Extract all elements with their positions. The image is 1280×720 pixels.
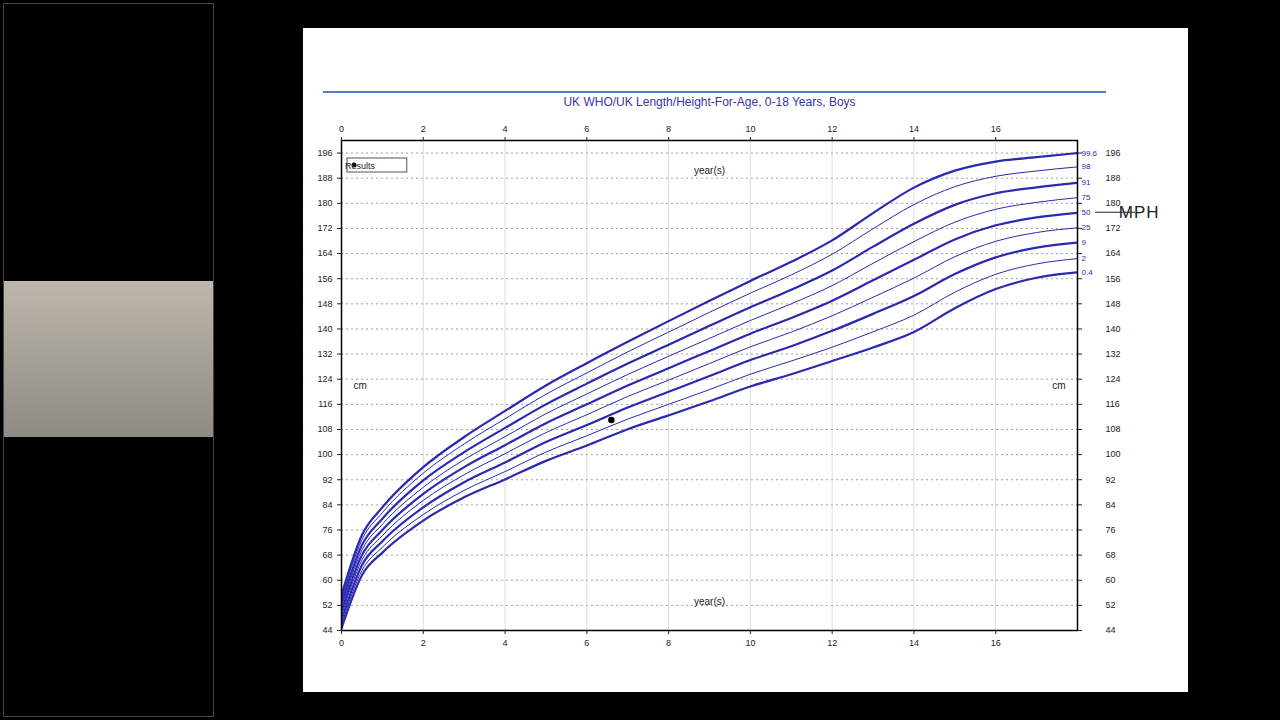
svg-text:140: 140 [317, 324, 332, 334]
svg-text:2: 2 [1082, 254, 1087, 263]
svg-text:84: 84 [1106, 500, 1116, 510]
svg-text:14: 14 [909, 124, 919, 134]
svg-text:132: 132 [317, 349, 332, 359]
svg-text:124: 124 [1106, 374, 1121, 384]
svg-text:75: 75 [1082, 193, 1091, 202]
svg-text:50: 50 [1082, 208, 1091, 217]
svg-text:84: 84 [322, 500, 332, 510]
svg-text:100: 100 [1106, 449, 1121, 459]
svg-text:91: 91 [1082, 178, 1091, 187]
svg-text:148: 148 [1106, 299, 1121, 309]
svg-text:Results: Results [345, 161, 376, 171]
svg-text:92: 92 [1106, 475, 1116, 485]
svg-text:156: 156 [317, 274, 332, 284]
svg-text:44: 44 [1106, 625, 1116, 635]
svg-text:2: 2 [421, 638, 426, 648]
svg-text:116: 116 [318, 399, 332, 409]
svg-text:76: 76 [1106, 525, 1116, 535]
svg-text:116: 116 [1106, 399, 1120, 409]
svg-text:60: 60 [1106, 575, 1116, 585]
svg-text:cm: cm [1052, 380, 1065, 391]
svg-text:156: 156 [1106, 274, 1121, 284]
svg-text:98: 98 [1082, 162, 1091, 171]
svg-text:0.4: 0.4 [1082, 268, 1094, 277]
svg-text:196: 196 [1106, 148, 1121, 158]
svg-text:108: 108 [1106, 424, 1121, 434]
svg-text:196: 196 [317, 148, 332, 158]
svg-text:92: 92 [322, 475, 332, 485]
svg-text:8: 8 [666, 124, 671, 134]
svg-text:124: 124 [317, 374, 332, 384]
svg-text:132: 132 [1106, 349, 1121, 359]
svg-text:188: 188 [1106, 173, 1121, 183]
svg-text:12: 12 [827, 124, 837, 134]
svg-text:6: 6 [584, 124, 589, 134]
svg-text:4: 4 [503, 638, 508, 648]
svg-text:year(s): year(s) [694, 596, 725, 607]
svg-text:180: 180 [317, 198, 332, 208]
svg-text:68: 68 [1106, 550, 1116, 560]
svg-text:172: 172 [1106, 223, 1121, 233]
svg-text:10: 10 [745, 638, 755, 648]
svg-text:76: 76 [322, 525, 332, 535]
svg-text:52: 52 [322, 600, 332, 610]
svg-text:164: 164 [1106, 248, 1121, 258]
svg-text:10: 10 [745, 124, 755, 134]
svg-text:16: 16 [991, 124, 1001, 134]
svg-text:140: 140 [1106, 324, 1121, 334]
svg-text:60: 60 [322, 575, 332, 585]
svg-text:108: 108 [317, 424, 332, 434]
svg-text:16: 16 [991, 638, 1001, 648]
svg-text:68: 68 [322, 550, 332, 560]
svg-text:14: 14 [909, 638, 919, 648]
svg-text:year(s): year(s) [694, 165, 725, 176]
svg-text:148: 148 [317, 299, 332, 309]
svg-text:0: 0 [339, 638, 344, 648]
svg-text:9: 9 [1082, 238, 1087, 247]
svg-text:6: 6 [584, 638, 589, 648]
svg-text:cm: cm [354, 380, 367, 391]
svg-text:0: 0 [339, 124, 344, 134]
svg-text:180: 180 [1105, 198, 1121, 209]
svg-text:164: 164 [317, 248, 332, 258]
svg-text:25: 25 [1082, 223, 1091, 232]
svg-text:2: 2 [421, 124, 426, 134]
svg-text:52: 52 [1106, 600, 1116, 610]
svg-text:99.6: 99.6 [1082, 149, 1098, 158]
html-text:UK WHO/UK Length/Height-For-Ag: UK WHO/UK Length/Height-For-Age, 0-18 Ye… [563, 95, 856, 109]
svg-text:8: 8 [666, 638, 671, 648]
svg-text:4: 4 [503, 124, 508, 134]
svg-text:100: 100 [317, 449, 332, 459]
svg-text:MPH: MPH [1119, 203, 1160, 222]
svg-text:188: 188 [317, 173, 332, 183]
svg-text:12: 12 [827, 638, 837, 648]
svg-text:44: 44 [322, 625, 332, 635]
svg-text:172: 172 [317, 223, 332, 233]
